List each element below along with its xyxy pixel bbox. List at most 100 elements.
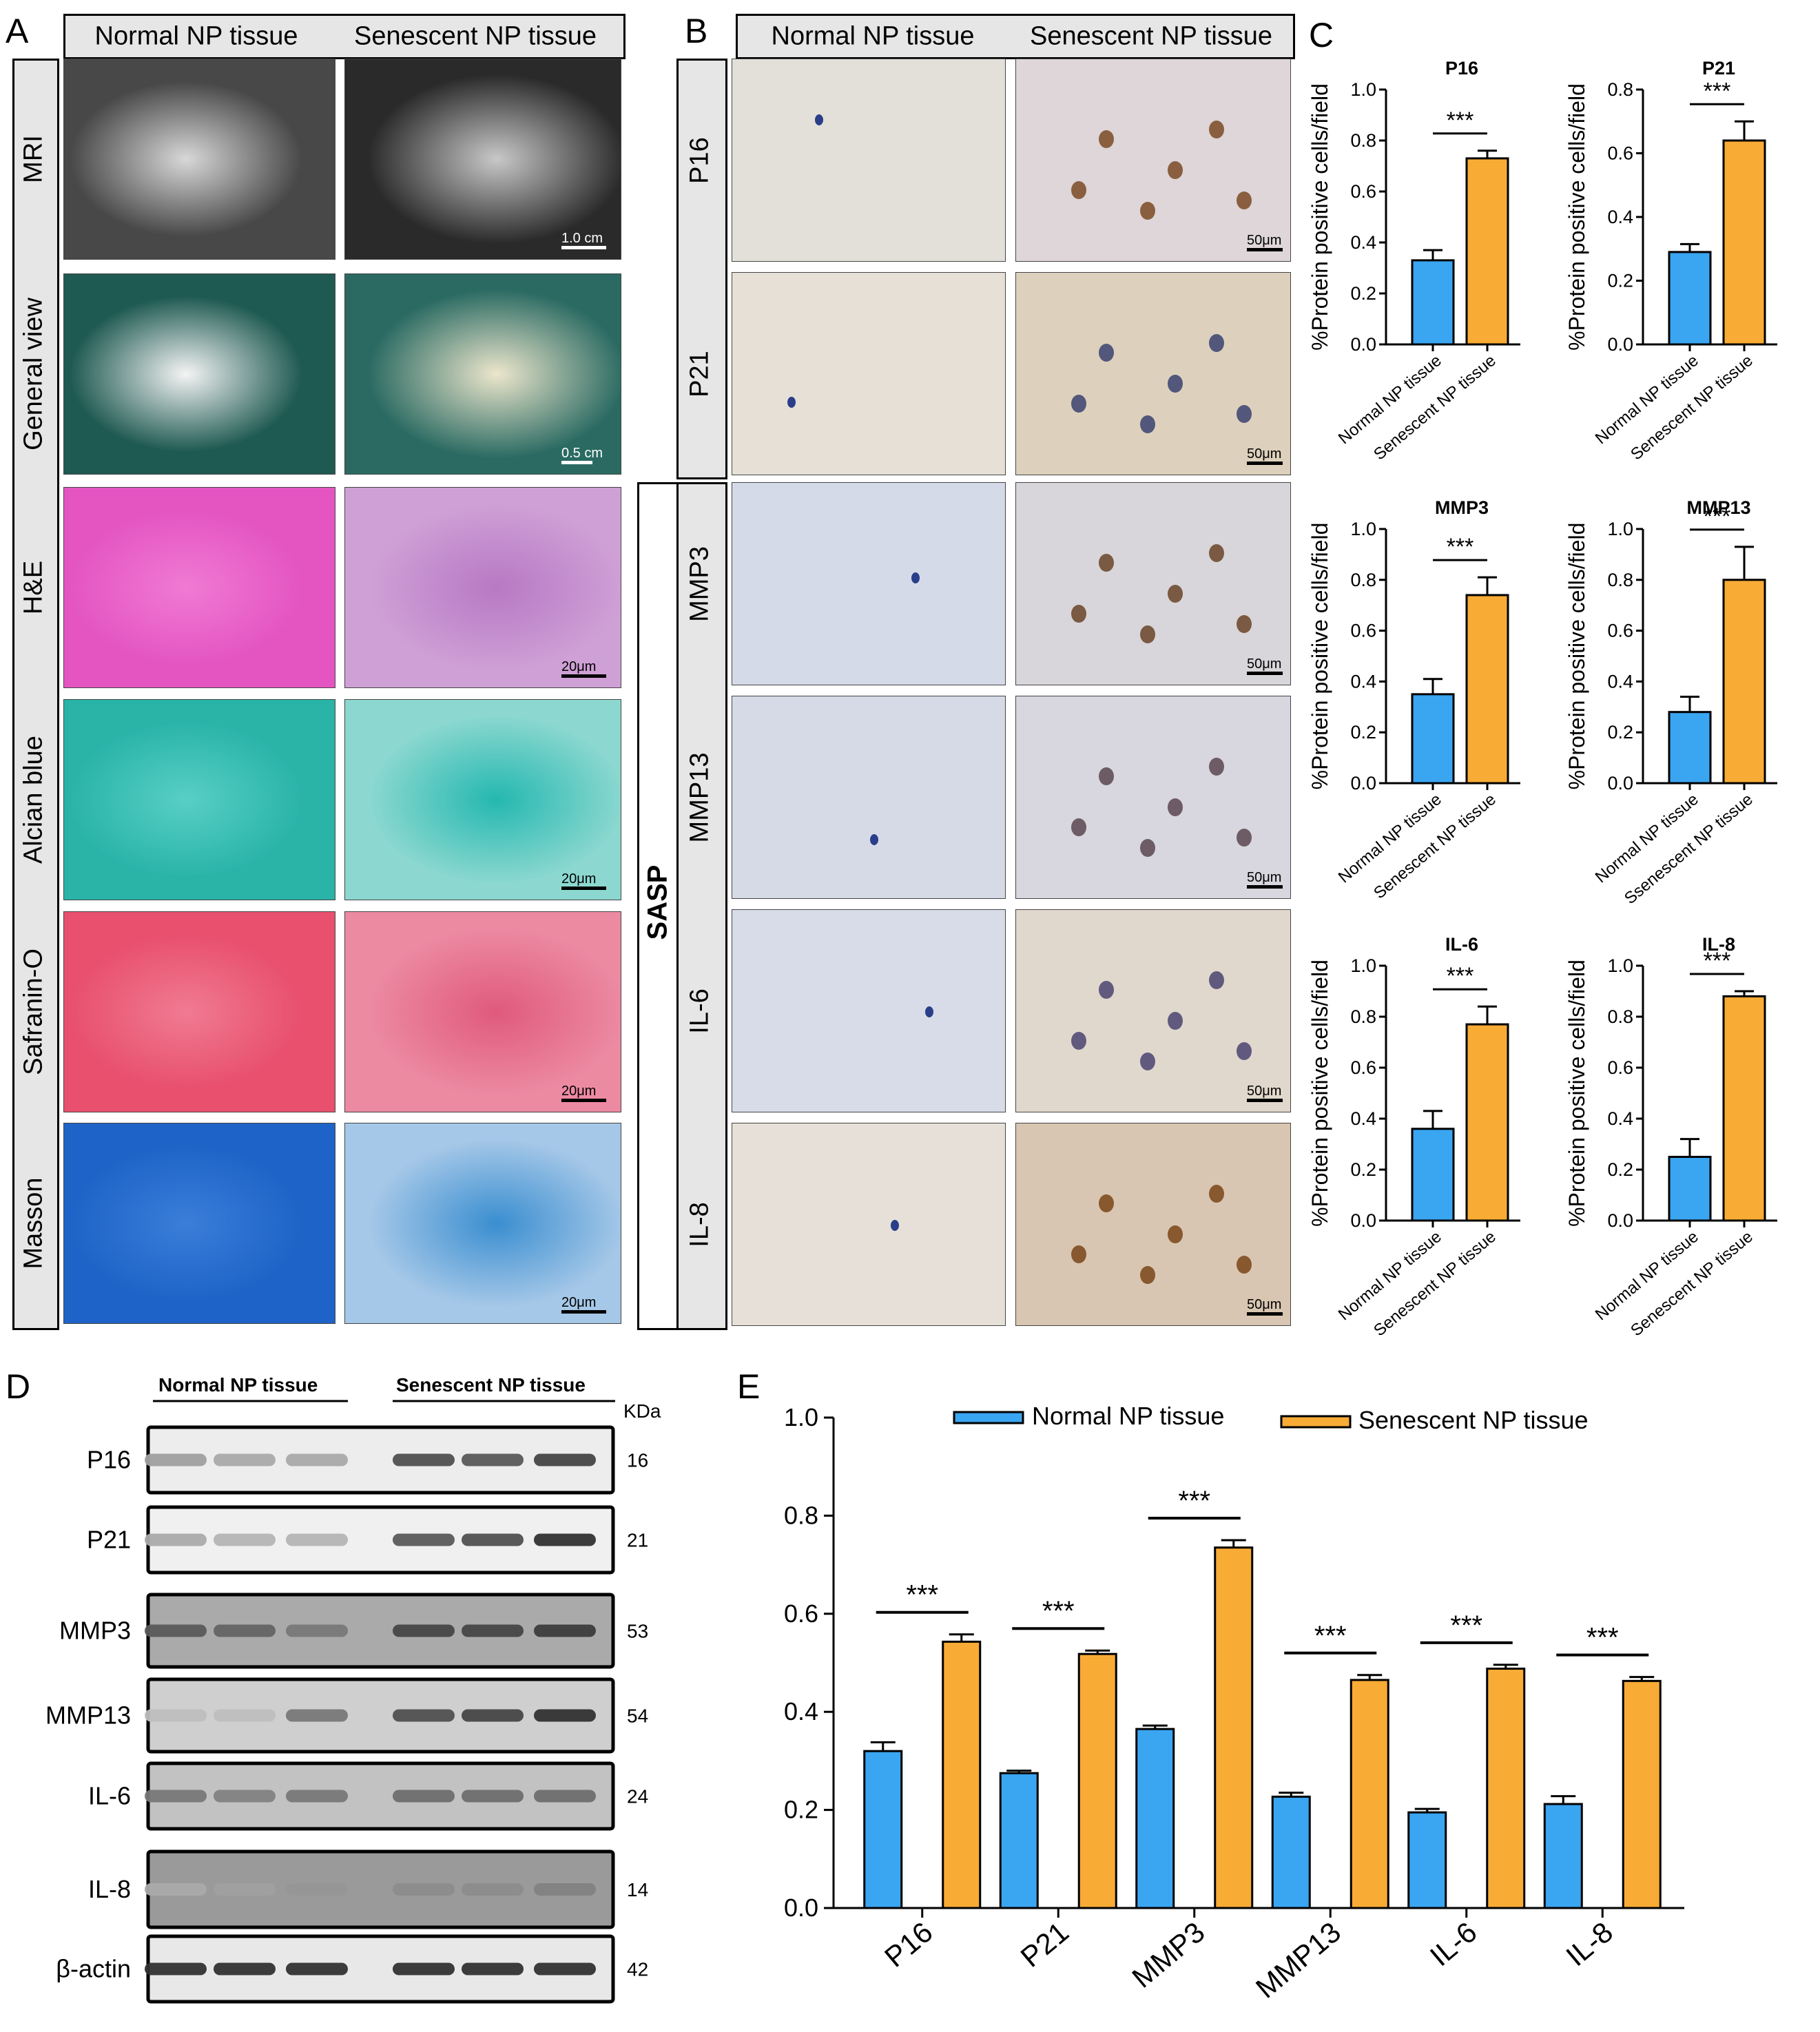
blot-band <box>534 1790 596 1803</box>
stained-cell <box>1140 838 1155 857</box>
blot-band <box>214 1624 276 1637</box>
blot-band <box>214 1709 276 1722</box>
scale-label-b-p16: 50μm <box>1247 233 1282 248</box>
scale-bar-b-il-6 <box>1247 1099 1283 1102</box>
row-label-b-il-6: IL-6 <box>685 988 714 1034</box>
scale-label-safranin-o: 20μm <box>561 1084 597 1099</box>
bar-normal-np-tissue <box>1668 251 1712 346</box>
bar-normal-np-tissue <box>1411 259 1455 346</box>
scale-label-alcian-blue: 20μm <box>561 871 597 887</box>
legend: Normal NP tissue Senescent NP tissue <box>953 1402 1589 1434</box>
y-tick-label: 0.2 <box>1350 1159 1376 1180</box>
row-label-b-mmp3: MMP3 <box>685 546 714 622</box>
image-senescent-masson <box>344 1123 621 1324</box>
nucleus <box>891 1220 899 1231</box>
blot-p21: P21 21 <box>87 1505 648 1575</box>
chart-p21: 0.0 0.2 0.4 0.6 0.8 P21 %Protein positive cell… <box>1564 58 1777 464</box>
significance-stars: *** <box>1704 504 1731 530</box>
panel-a-letter: A <box>6 12 29 50</box>
bar-normal-np-tissue <box>1411 1128 1455 1222</box>
scale-label-mri: 1.0 cm <box>561 231 603 246</box>
ihc-normal-mmp13 <box>732 696 1006 899</box>
blot-band <box>393 1624 455 1637</box>
row-label-safranin-o: Safranin-O <box>19 948 48 1075</box>
nucleus <box>925 1006 933 1017</box>
bar-p16-normal <box>863 1750 903 1909</box>
image-senescent-general-view <box>344 273 621 475</box>
legend-label-senescent: Senescent NP tissue <box>1358 1406 1589 1434</box>
scale-label-b-il-6: 50μm <box>1247 1084 1282 1099</box>
blot-band <box>286 1790 348 1803</box>
blot-band <box>393 1962 455 1976</box>
blot-band <box>534 1453 596 1466</box>
stained-cell <box>1099 554 1114 572</box>
stained-cell <box>1209 971 1224 989</box>
scale-label-b-mmp13: 50μm <box>1247 870 1282 885</box>
y-tick-label: 0.0 <box>1607 1210 1633 1231</box>
ihc-normal-p16 <box>732 59 1006 262</box>
row-label-mri: MRI <box>19 135 48 183</box>
panel-b-header-normal: Normal NP tissue <box>771 21 975 51</box>
blot-actin: β-actin 42 <box>56 1934 648 2004</box>
blot-il-6: IL-6 24 <box>88 1761 648 1831</box>
row-label-masson: Masson <box>19 1177 48 1269</box>
significance-stars: *** <box>1314 1621 1347 1651</box>
scale-label-b-mmp3: 50μm <box>1247 656 1282 672</box>
blot-label: IL-8 <box>88 1875 131 1903</box>
ihc-senescent-p21 <box>1015 272 1291 475</box>
blot-kda: 16 <box>627 1450 648 1471</box>
y-tick-label: 0.0 <box>1350 773 1376 794</box>
stained-cell <box>1071 395 1086 413</box>
stained-cell <box>1099 130 1114 149</box>
blot-kda: 21 <box>627 1530 648 1551</box>
y-tick-label: 0.8 <box>1607 79 1633 100</box>
ihc-senescent-mmp3 <box>1015 482 1291 685</box>
blot-band <box>534 1624 596 1637</box>
stained-cell <box>1168 1011 1183 1030</box>
blot-il-8: IL-8 14 <box>88 1849 648 1929</box>
stained-cell <box>1140 415 1155 433</box>
row-label-h-e: H&E <box>19 560 48 615</box>
y-tick-label: 0.6 <box>1350 181 1376 202</box>
blot-band <box>145 1883 207 1896</box>
image-normal-h-e <box>63 487 335 688</box>
y-tick-label: 0.2 <box>1350 722 1376 743</box>
x-tick-label: P21 <box>1015 1916 1075 1973</box>
scale-bar-b-il-8 <box>1247 1312 1283 1316</box>
significance-stars: *** <box>1447 534 1474 560</box>
bar-senescent-np-tissue <box>1465 1023 1509 1222</box>
bar-mmp3-senescent <box>1214 1546 1254 1909</box>
y-tick-label: 0.6 <box>1350 1057 1376 1078</box>
stained-cell <box>1237 1041 1252 1060</box>
scale-bar-alcian-blue <box>561 887 606 890</box>
significance-stars: *** <box>1586 1623 1619 1653</box>
blot-band <box>462 1624 524 1637</box>
bar-senescent-np-tissue <box>1465 594 1509 785</box>
bar-normal-np-tissue <box>1411 693 1455 785</box>
chart-p16: 0.0 0.2 0.4 0.6 0.8 1.0 P16 %Protein positive c… <box>1307 58 1520 464</box>
image-senescent-mri <box>344 59 621 260</box>
bar-mmp13-normal <box>1271 1795 1311 1909</box>
y-tick-label: 0.0 <box>1350 334 1376 355</box>
chart-title: IL-6 <box>1445 934 1478 955</box>
stained-cell <box>1237 404 1252 423</box>
y-tick-label: 0.4 <box>1350 1108 1376 1129</box>
y-tick-label: 0.0 <box>1350 1210 1376 1231</box>
scale-bar-b-p21 <box>1247 462 1283 465</box>
blot-band <box>286 1624 348 1637</box>
stained-cell <box>1168 584 1183 603</box>
scale-label-general-view: 0.5 cm <box>561 446 603 461</box>
scale-bar-b-mmp3 <box>1247 672 1283 675</box>
blot-band <box>145 1624 207 1637</box>
significance-stars: *** <box>1704 78 1731 104</box>
blot-band <box>393 1453 455 1466</box>
nucleus <box>815 114 823 125</box>
image-senescent-alcian-blue <box>344 699 621 900</box>
panel-e-chart: 0.0 0.2 0.4 0.6 0.8 1.0 Normal NP tissue Senesc… <box>784 1402 1684 2004</box>
legend-swatch-senescent <box>1280 1415 1352 1429</box>
ihc-senescent-mmp13 <box>1015 696 1291 899</box>
y-tick-label: 0.8 <box>1607 1006 1633 1027</box>
ihc-senescent-p16 <box>1015 59 1291 262</box>
y-tick-label: 0.4 <box>1607 671 1633 692</box>
blot-kda: 24 <box>627 1786 648 1807</box>
